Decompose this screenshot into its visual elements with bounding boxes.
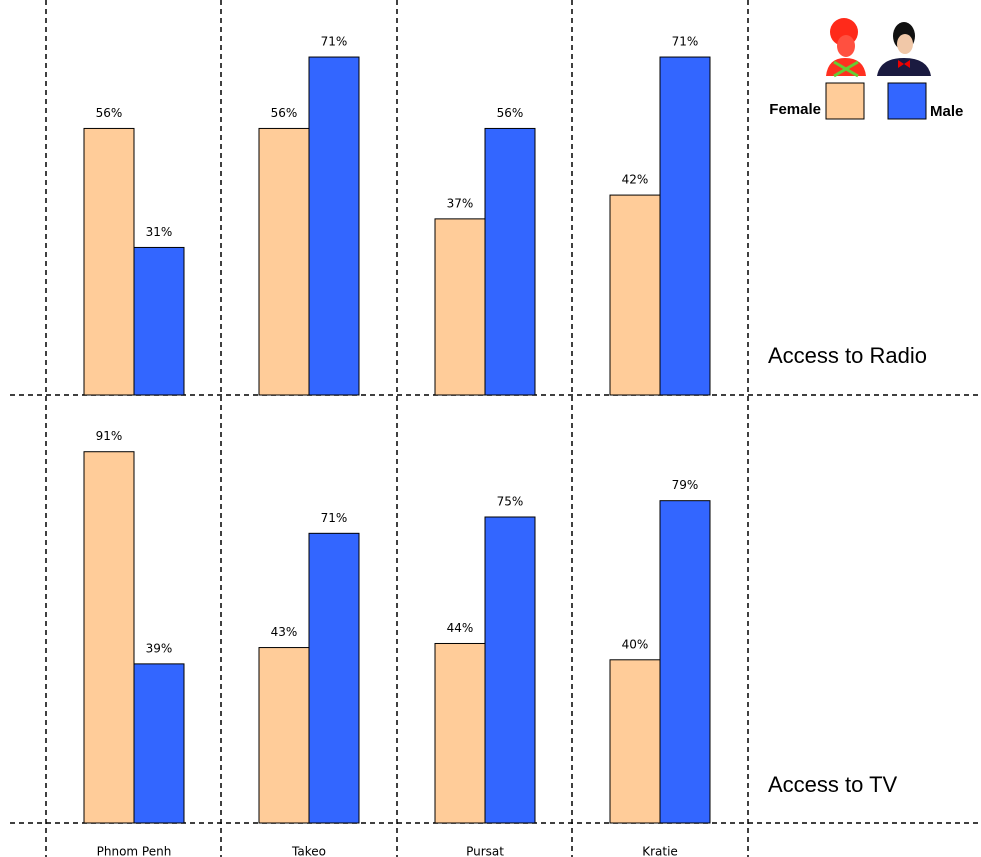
bar bbox=[434, 642, 486, 824]
category-label: Kratie bbox=[642, 845, 678, 857]
value-label: 71% bbox=[672, 35, 699, 49]
bar bbox=[133, 663, 185, 824]
bar bbox=[133, 246, 185, 396]
legend-label: Female bbox=[769, 101, 821, 118]
category-label: Phnom Penh bbox=[97, 845, 172, 857]
value-label: 75% bbox=[497, 495, 524, 509]
bar bbox=[308, 56, 360, 396]
legend-label: Male bbox=[930, 103, 963, 120]
bar bbox=[308, 532, 360, 824]
panel-title: Access to Radio bbox=[768, 343, 927, 368]
bar bbox=[258, 127, 310, 396]
value-label: 44% bbox=[447, 621, 474, 635]
value-label: 42% bbox=[622, 173, 649, 187]
bar bbox=[609, 194, 661, 396]
bar bbox=[83, 451, 135, 824]
value-label: 40% bbox=[622, 637, 649, 651]
bar bbox=[434, 218, 486, 396]
value-label: 37% bbox=[447, 196, 474, 210]
bar bbox=[258, 647, 310, 824]
bar bbox=[609, 659, 661, 824]
value-label: 71% bbox=[321, 511, 348, 525]
value-label: 43% bbox=[271, 625, 298, 639]
legend-swatch bbox=[887, 82, 927, 120]
panel-title: Access to TV bbox=[768, 772, 898, 797]
legend-swatch bbox=[825, 82, 865, 120]
bar bbox=[484, 127, 536, 396]
value-label: 79% bbox=[672, 478, 699, 492]
bar bbox=[659, 56, 711, 396]
value-label: 56% bbox=[271, 106, 298, 120]
value-label: 56% bbox=[497, 106, 524, 120]
value-label: 91% bbox=[96, 429, 123, 443]
value-label: 39% bbox=[146, 641, 173, 655]
value-label: 56% bbox=[96, 106, 123, 120]
bar bbox=[484, 516, 536, 824]
female-icon bbox=[826, 18, 866, 78]
category-label: Pursat bbox=[466, 845, 504, 857]
male-icon bbox=[877, 22, 931, 76]
value-label: 71% bbox=[321, 35, 348, 49]
dividers bbox=[10, 0, 981, 857]
bar bbox=[659, 500, 711, 824]
value-label: 31% bbox=[146, 225, 173, 239]
category-label: Takeo bbox=[291, 845, 326, 857]
bar bbox=[83, 127, 135, 396]
